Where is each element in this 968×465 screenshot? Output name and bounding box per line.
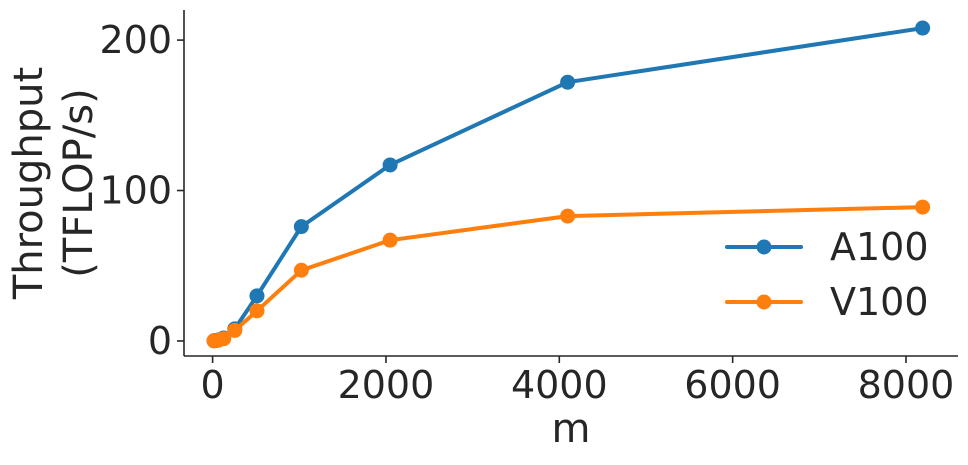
series-v100-point	[227, 322, 243, 338]
series-a100-point	[249, 288, 265, 304]
ticks: 0 2000 4000 6000 8000 0 100 200	[99, 18, 954, 407]
y-tick-label: 0	[148, 319, 172, 363]
x-axis-title: m	[552, 406, 591, 452]
x-tick-label: 2000	[338, 363, 435, 407]
legend-label: A100	[830, 225, 929, 269]
x-tick-label: 8000	[858, 363, 955, 407]
series-a100	[206, 20, 931, 349]
series-v100-point	[382, 232, 398, 248]
legend-label: V100	[830, 280, 929, 324]
series-a100-point	[382, 157, 398, 173]
series	[206, 20, 931, 349]
series-v100-point	[915, 199, 931, 215]
legend-item-v100: V100	[725, 280, 929, 324]
y-tick-label: 100	[99, 169, 172, 213]
axes	[183, 10, 958, 357]
series-a100-point	[560, 74, 576, 90]
y-axis-title-line-1: Throughput	[6, 67, 52, 300]
series-v100-point	[560, 208, 576, 224]
series-v100-line	[212, 205, 925, 343]
legend-swatch-marker	[756, 294, 772, 310]
series-v100-point	[216, 331, 232, 347]
x-tick-label: 4000	[511, 363, 608, 407]
x-tick-label: 0	[201, 363, 225, 407]
series-v100-point	[293, 262, 309, 278]
legend: A100 V100	[725, 225, 929, 324]
x-tick-label: 6000	[684, 363, 781, 407]
series-v100-point	[249, 303, 265, 319]
series-v100	[206, 199, 931, 349]
y-tick-label: 200	[99, 18, 172, 62]
series-a100-point	[293, 219, 309, 235]
y-axis-title-line-2: (TFLOP/s)	[56, 88, 102, 277]
series-a100-point	[915, 20, 931, 36]
legend-swatch-marker	[756, 239, 772, 255]
legend-item-a100: A100	[725, 225, 929, 269]
